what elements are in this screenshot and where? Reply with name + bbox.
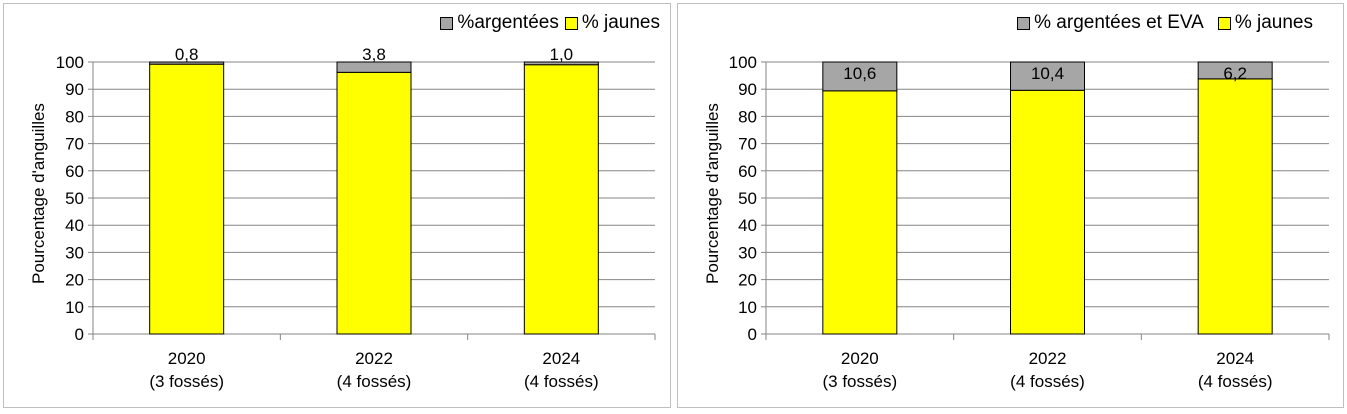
x-tick-label: (4 fossés) [524,372,599,391]
data-label: 3,8 [362,45,386,64]
bar-segment [822,61,898,92]
y-tick-label: 0 [75,325,84,344]
data-label: 1,0 [550,45,574,64]
y-tick-label: 80 [738,107,757,126]
data-label: 10,6 [843,64,876,83]
bar-segment [1197,78,1273,335]
legend-swatch-yellow [564,16,578,30]
chart-panel-left: %argentées % jaunes Pourcentage d'anguil… [3,3,671,408]
x-tick-label: 2020 [841,349,879,368]
y-tick-label: 90 [65,80,84,99]
bar-segment [1197,61,1273,80]
legend-item-yellow: % jaunes [564,12,660,34]
legend-swatch-yellow [1217,16,1231,30]
y-tick-label: 100 [56,53,84,72]
x-tick-label: 2024 [1216,349,1254,368]
y-tick-label: 70 [65,135,84,154]
y-tick-label: 50 [738,189,757,208]
data-label: 6,2 [1223,64,1247,83]
x-tick-label: 2022 [355,349,393,368]
legend: %argentées % jaunes [440,12,660,34]
y-tick-label: 60 [65,162,84,181]
legend-label: % jaunes [1234,12,1313,33]
x-tick-label: 2020 [168,349,206,368]
y-tick-label: 30 [738,243,757,262]
chart-plot: 0 10 20 30 40 50 60 70 80 90 100 10,6 2020 (3 fossés)… [729,53,1330,391]
legend: % argentées et EVA % jaunes [1017,12,1313,34]
legend-swatch-silver [440,16,454,30]
bar-segment [149,63,225,335]
bar-segment [1010,61,1085,91]
data-label: 10,4 [1031,64,1064,83]
bar-segment [336,71,412,335]
legend-item-silver: %argentées [440,12,559,34]
y-tick-label: 40 [65,216,84,235]
x-tick-label: 2024 [542,349,580,368]
bar-segment [523,61,599,66]
legend-item-yellow: % jaunes [1217,12,1313,34]
legend-label: % argentées et EVA [1034,12,1204,33]
x-tick-label: (4 fossés) [1198,372,1273,391]
y-tick-label: 30 [65,243,84,262]
x-tick-label: (3 fossés) [823,372,898,391]
y-tick-label: 60 [738,162,757,181]
x-tick-label: (4 fossés) [1010,372,1085,391]
y-tick-label: 90 [738,80,757,99]
chart-panel-right: % argentées et EVA % jaunes Pourcentage … [677,3,1344,408]
legend-item-silver: % argentées et EVA [1017,12,1204,34]
data-label: 0,8 [175,45,199,64]
y-tick-label: 80 [65,107,84,126]
x-tick-label: 2022 [1029,349,1067,368]
y-tick-label: 20 [65,271,84,290]
y-tick-label: 100 [729,53,757,72]
bar-segment [523,64,599,335]
y-tick-label: 10 [738,298,757,317]
legend-label: %argentées [457,12,559,33]
bar-segment [822,90,898,335]
legend-swatch-silver [1017,16,1031,30]
bar-segment [336,61,412,73]
legend-label: % jaunes [581,12,660,33]
y-tick-label: 10 [65,298,84,317]
y-tick-label: 70 [738,135,757,154]
bar-segment [149,61,225,65]
y-tick-label: 50 [65,189,84,208]
x-tick-label: (3 fossés) [149,372,224,391]
y-tick-label: 40 [738,216,757,235]
y-tick-label: 20 [738,271,757,290]
y-tick-label: 0 [748,325,757,344]
chart-plot: 0 10 20 30 40 50 60 70 80 90 100 0,8 2020 (3 fossés) 3… [56,45,656,391]
x-tick-label: (4 fossés) [337,372,412,391]
bar-segment [1010,89,1085,335]
